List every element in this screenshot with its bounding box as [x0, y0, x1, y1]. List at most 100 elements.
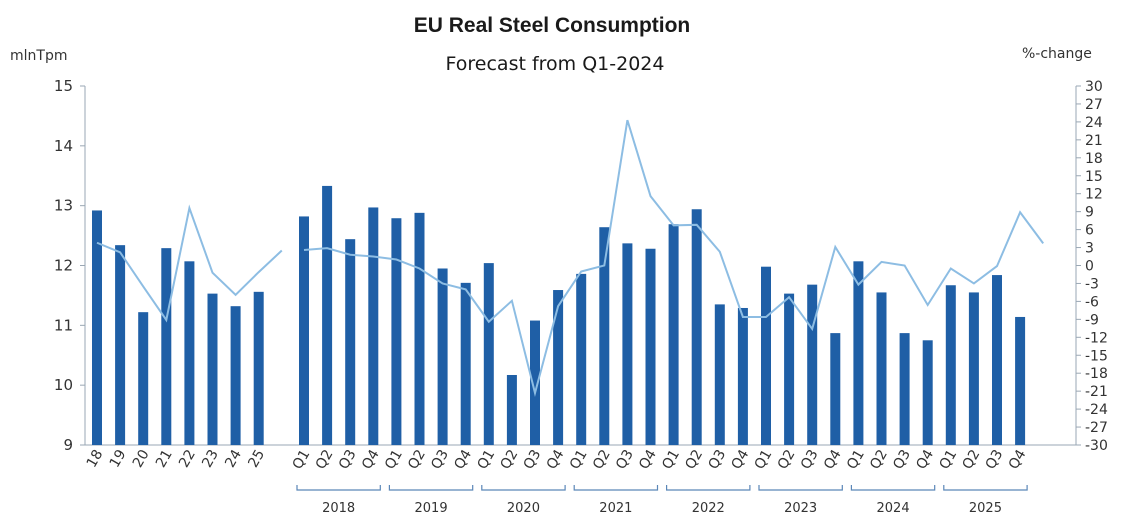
year-bracket: [758, 485, 843, 491]
annual-category-label: 23: [199, 447, 222, 470]
annual-bar: [115, 245, 126, 445]
right-axis-tick-label: -30: [1085, 438, 1108, 454]
right-axis-tick-label: 9: [1085, 205, 1094, 221]
quarterly-bar: [784, 293, 795, 445]
quarter-label: Q3: [890, 447, 914, 472]
quarterly-bar: [761, 266, 771, 445]
right-axis-tick-label: 15: [1085, 169, 1103, 185]
annual-bar: [253, 291, 264, 445]
year-label: 2018: [322, 501, 355, 515]
quarterly-bar: [830, 333, 841, 445]
annual-bar: [230, 306, 241, 445]
right-axis-tick-label: 27: [1085, 97, 1103, 113]
annual-bar: [184, 261, 195, 445]
quarter-label: Q1: [382, 447, 406, 472]
year-label: 2025: [969, 501, 1002, 515]
quarter-label: Q2: [405, 447, 429, 472]
quarter-label: Q1: [290, 447, 314, 472]
right-axis-tick-label: 21: [1085, 133, 1103, 149]
quarterly-bar: [668, 224, 679, 445]
right-axis-unit: %-change: [1022, 46, 1092, 62]
quarter-label: Q4: [1006, 447, 1030, 472]
right-axis-tick-label: -18: [1085, 366, 1108, 382]
right-axis-tick-label: 12: [1085, 187, 1103, 203]
quarterly-bar: [622, 243, 633, 445]
quarter-label: Q4: [913, 447, 937, 472]
quarterly-bar: [945, 285, 956, 445]
quarter-label: Q1: [474, 447, 498, 472]
quarterly-bar: [299, 216, 309, 445]
right-axis-tick-label: 30: [1085, 79, 1103, 95]
chart-title: EU Real Steel Consumption: [414, 14, 691, 37]
quarterly-bar: [645, 248, 656, 445]
quarterly-bar: [576, 273, 587, 445]
annual-category-label: 18: [84, 447, 107, 470]
quarterly-bar: [807, 284, 818, 445]
year-label: 2024: [877, 501, 910, 515]
quarter-label: Q3: [521, 447, 545, 472]
right-axis-tick-label: 0: [1085, 259, 1094, 275]
quarter-label: Q4: [636, 447, 660, 472]
right-axis-tick-label: -12: [1085, 330, 1108, 346]
annual-category-label: 20: [130, 447, 153, 470]
quarterly-bar: [506, 374, 517, 445]
quarterly-change-line: [303, 119, 1045, 397]
year-label: 2021: [599, 501, 632, 515]
bar-series: [92, 185, 1026, 445]
quarterly-bar: [391, 218, 402, 445]
quarter-label: Q2: [682, 447, 706, 472]
left-axis-tick-label: 12: [54, 257, 73, 275]
left-axis-unit: mlnTpm: [10, 48, 67, 64]
annual-category-label: 22: [176, 447, 199, 470]
year-label: 2022: [692, 501, 725, 515]
right-axis-tick-label: -24: [1085, 402, 1108, 418]
left-axis-tick-label: 13: [54, 197, 73, 215]
quarterly-bar: [737, 307, 748, 445]
annual-category-label: 25: [245, 447, 268, 470]
quarter-label: Q3: [983, 447, 1007, 472]
year-label: 2020: [507, 501, 540, 515]
quarter-label: Q4: [544, 447, 568, 472]
right-axis-tick-label: 24: [1085, 115, 1103, 131]
right-axis-tick-label: -6: [1085, 294, 1099, 310]
quarter-label: Q3: [428, 447, 452, 472]
quarter-label: Q4: [729, 447, 753, 472]
quarter-label: Q1: [844, 447, 868, 472]
quarterly-bar: [922, 340, 933, 445]
quarterly-bar: [968, 292, 979, 445]
year-bracket: [573, 485, 659, 491]
line-series: [96, 119, 1045, 397]
annual-bar: [207, 293, 218, 445]
year-bracket: [388, 485, 474, 491]
annual-change-line: [96, 204, 283, 323]
year-bracket: [943, 485, 1028, 491]
quarterly-bar: [530, 320, 540, 445]
right-axis-tick-label: -9: [1085, 312, 1099, 328]
quarterly-bar: [460, 282, 471, 445]
right-axis-tick-label: 6: [1085, 223, 1094, 239]
quarterly-bar: [899, 333, 910, 445]
left-axis-tick-label: 10: [54, 376, 73, 394]
left-axis-tick-label: 9: [63, 436, 73, 454]
quarter-label: Q3: [336, 447, 360, 472]
year-bracket: [666, 485, 751, 491]
quarterly-bar: [876, 292, 887, 445]
quarterly-bar: [599, 227, 610, 445]
quarter-label: Q4: [359, 447, 383, 472]
year-bracket: [481, 485, 566, 491]
quarter-label: Q4: [451, 447, 475, 472]
quarter-label: Q3: [705, 447, 729, 472]
annual-category-label: 21: [153, 447, 176, 470]
right-axis-tick-label: -15: [1085, 348, 1108, 364]
annual-bar: [92, 210, 102, 445]
quarterly-bar: [553, 290, 564, 445]
quarterly-bar: [691, 209, 702, 445]
quarter-label: Q2: [960, 447, 984, 472]
right-axis-tick-label: -21: [1085, 384, 1108, 400]
quarterly-bar: [992, 275, 1002, 445]
quarter-label: Q2: [498, 447, 522, 472]
left-axis-tick-label: 15: [54, 77, 73, 95]
quarter-label: Q2: [867, 447, 891, 472]
quarterly-bar: [714, 304, 725, 445]
